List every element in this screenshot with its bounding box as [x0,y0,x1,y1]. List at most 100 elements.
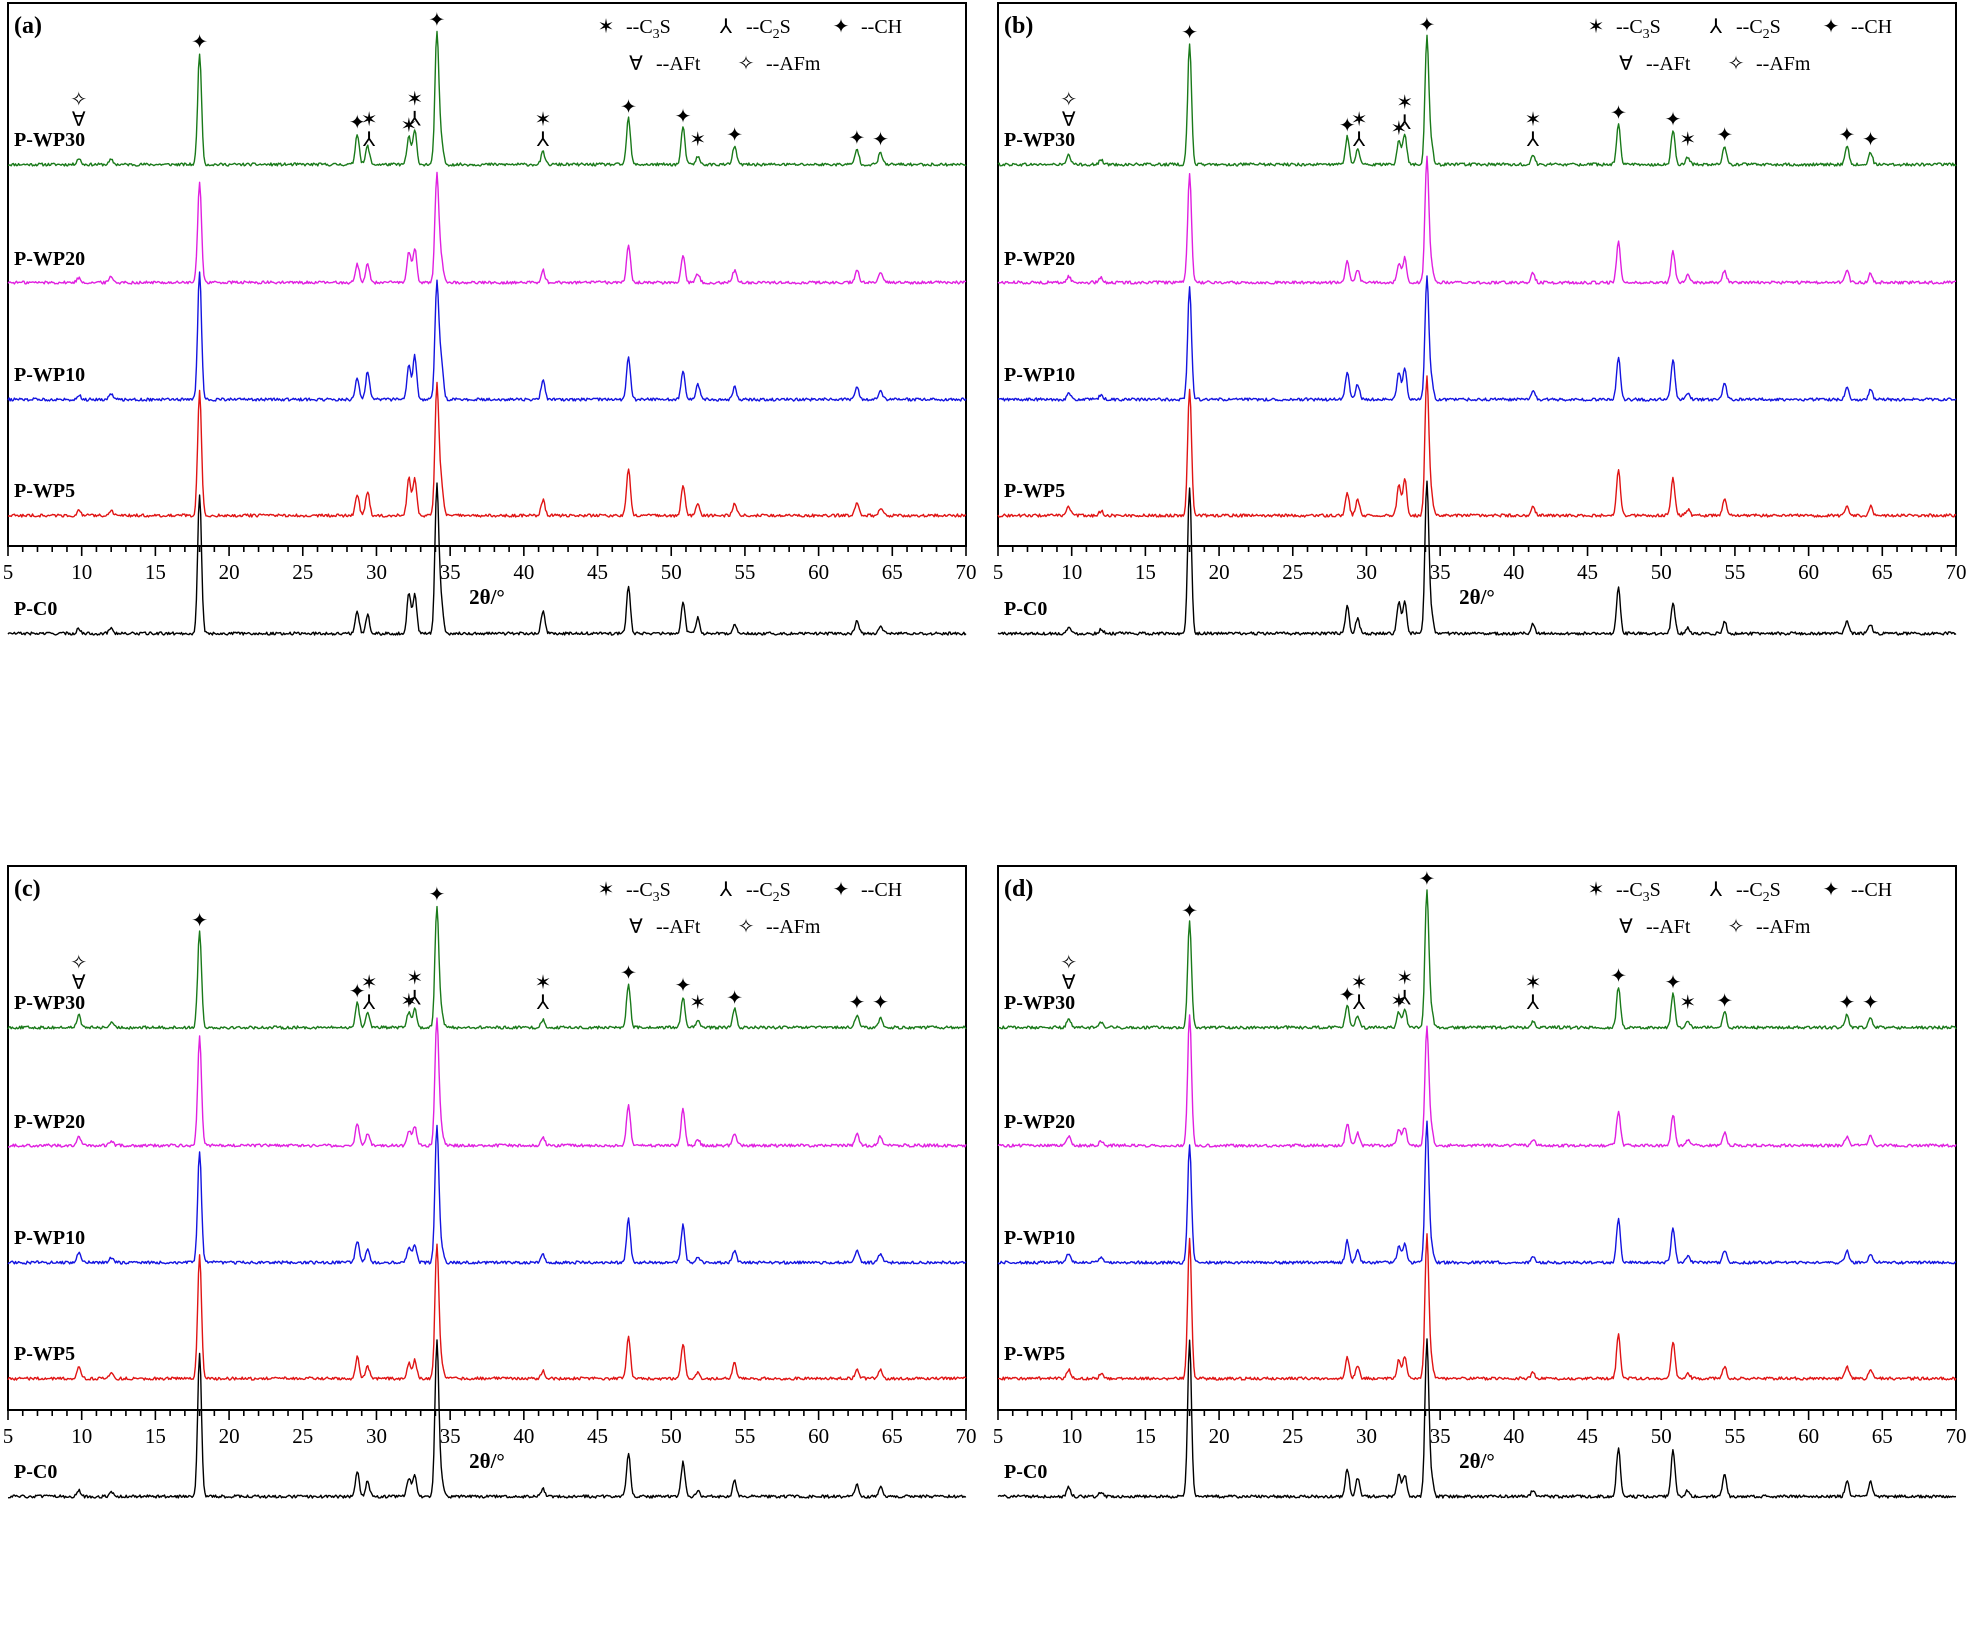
x-tick-label: 40 [1503,1424,1524,1448]
(d)-phase-marker: ✶ [1525,970,1542,994]
x-tick-label: 60 [1798,1424,1819,1448]
(b)-phase-marker: ✧ [1060,87,1077,111]
panel-label: (d) [1004,876,1033,902]
x-tick-label: 70 [1946,1424,1967,1448]
(b)-phase-marker: ✦ [1339,113,1356,137]
(a)-phase-marker: ∀ [72,107,86,131]
legend-marker: ✶ [1588,14,1605,38]
(c)-phase-marker: ✦ [675,973,692,997]
legend-marker: ⅄ [719,877,733,901]
series-label: P-WP10 [14,364,85,386]
(c)-phase-marker: ✧ [70,950,87,974]
(d)-phase-marker: ✦ [1610,964,1627,988]
(d)-phase-marker: ✶ [1351,970,1368,994]
(a)-phase-marker: ⅄ [362,127,376,151]
x-tick-label: 45 [1577,1424,1598,1448]
legend-entry: --AFm [766,916,821,938]
xrd-trace-P-C0 [7,1339,967,1499]
x-tick-label: 60 [808,1424,829,1448]
series-label: P-WP5 [1004,1343,1065,1365]
(d)-phase-marker: ✶ [1679,990,1696,1014]
series-label: P-WP30 [14,992,85,1014]
xrd-trace-P-WP10 [997,275,1957,402]
series-label: P-WP30 [14,129,85,151]
(c)-phase-marker: ∀ [72,970,86,994]
xrd-trace-P-WP30 [998,889,1957,1030]
xrd-panel-c: 5 10 15 20 25 30 35 40 45 50 55 60 65 70 2θ/° (c) ✶ --C3S… [3,865,977,1499]
xrd-trace-P-WP30 [7,30,967,167]
xrd-trace-P-WP30 [7,905,967,1030]
legend-marker: ⅄ [1709,877,1723,901]
xrd-trace-P-WP5 [7,1243,967,1381]
legend-entry: --AFm [766,53,821,75]
xrd-panel-a: 5 10 15 20 25 30 35 40 45 50 55 60 65 70 2θ/° (a) ✶ --C3S… [3,2,977,636]
x-tick-label: 50 [1651,560,1672,584]
legend-marker: ✦ [833,14,850,38]
x-tick-label: 55 [734,1424,755,1448]
x-tick-label: 20 [1209,560,1230,584]
series-label: P-C0 [14,598,57,620]
legend-marker: ✧ [1728,914,1745,938]
legend-entry: --CH [861,879,902,901]
series-label: P-WP10 [14,1227,85,1249]
(b)-phase-marker: ✦ [1181,20,1198,44]
legend-marker: ✶ [1588,877,1605,901]
x-tick-label: 15 [1135,560,1156,584]
x-tick-label: 5 [3,1424,14,1448]
series-label: P-C0 [14,1461,57,1483]
x-tick-label: 5 [3,560,14,584]
(d)-phase-marker: ✦ [1716,989,1733,1013]
(d)-phase-marker: ✦ [1339,982,1356,1006]
(d)-phase-marker: ✦ [1862,990,1879,1014]
(a)-phase-marker: ✦ [872,127,889,151]
xrd-trace-P-WP20 [997,155,1957,285]
x-tick-label: 55 [1724,1424,1745,1448]
xrd-trace-P-WP30 [997,34,1957,167]
xrd-trace-P-WP20 [997,1014,1957,1148]
x-tick-label: 40 [513,1424,534,1448]
(b)-phase-marker: ✶ [1351,107,1368,131]
(b)-phase-marker: ✶ [1525,107,1542,131]
x-tick-label: 35 [440,560,461,584]
(a)-phase-marker: ⅄ [536,127,550,151]
legend-entry: --C2S [1736,879,1781,905]
(c)-phase-marker: ✦ [620,961,637,985]
series-label: P-WP20 [14,1111,85,1133]
(a)-phase-marker: ✦ [429,8,446,32]
(c)-phase-marker: ✦ [349,979,366,1003]
x-tick-label: 30 [1356,560,1377,584]
(b)-phase-marker: ✶ [1396,90,1413,114]
x-tick-label: 60 [808,560,829,584]
x-tick-label: 30 [366,560,387,584]
x-tick-label: 35 [440,1424,461,1448]
x-tick-label: 15 [1135,1424,1156,1448]
(b)-phase-marker: ✦ [1610,101,1627,125]
(b)-phase-marker: ✦ [1862,127,1879,151]
(b)-phase-marker: ⅄ [1352,127,1366,151]
(b)-phase-marker: ✦ [1839,122,1856,146]
x-tick-label: 10 [1061,560,1082,584]
(a)-phase-marker: ✦ [675,104,692,128]
x-tick-label: 5 [993,1424,1004,1448]
xrd-trace-P-C0 [7,482,967,636]
legend-marker: ✦ [1823,877,1840,901]
(c)-phase-marker: ⅄ [536,990,550,1014]
panel-label: (b) [1004,13,1033,39]
plot-frame [7,2,967,547]
plot-frame [7,865,967,1411]
series-label: P-WP10 [1004,1227,1075,1249]
(d)-phase-marker: ✦ [1419,867,1436,891]
series-label: P-WP20 [1004,1111,1075,1133]
(b)-phase-marker: ✦ [1716,122,1733,146]
legend-marker: ⅄ [1709,14,1723,38]
x-tick-label: 30 [1356,1424,1377,1448]
(a)-phase-marker: ✶ [361,107,378,131]
x-tick-label: 45 [587,1424,608,1448]
series-label: P-WP30 [1004,992,1075,1014]
x-tick-label: 5 [993,560,1004,584]
(a)-phase-marker: ✧ [70,87,87,111]
(d)-phase-marker: ✶ [1396,965,1413,989]
(c)-phase-marker: ✶ [689,990,706,1014]
legend-entry: --C3S [626,879,671,905]
